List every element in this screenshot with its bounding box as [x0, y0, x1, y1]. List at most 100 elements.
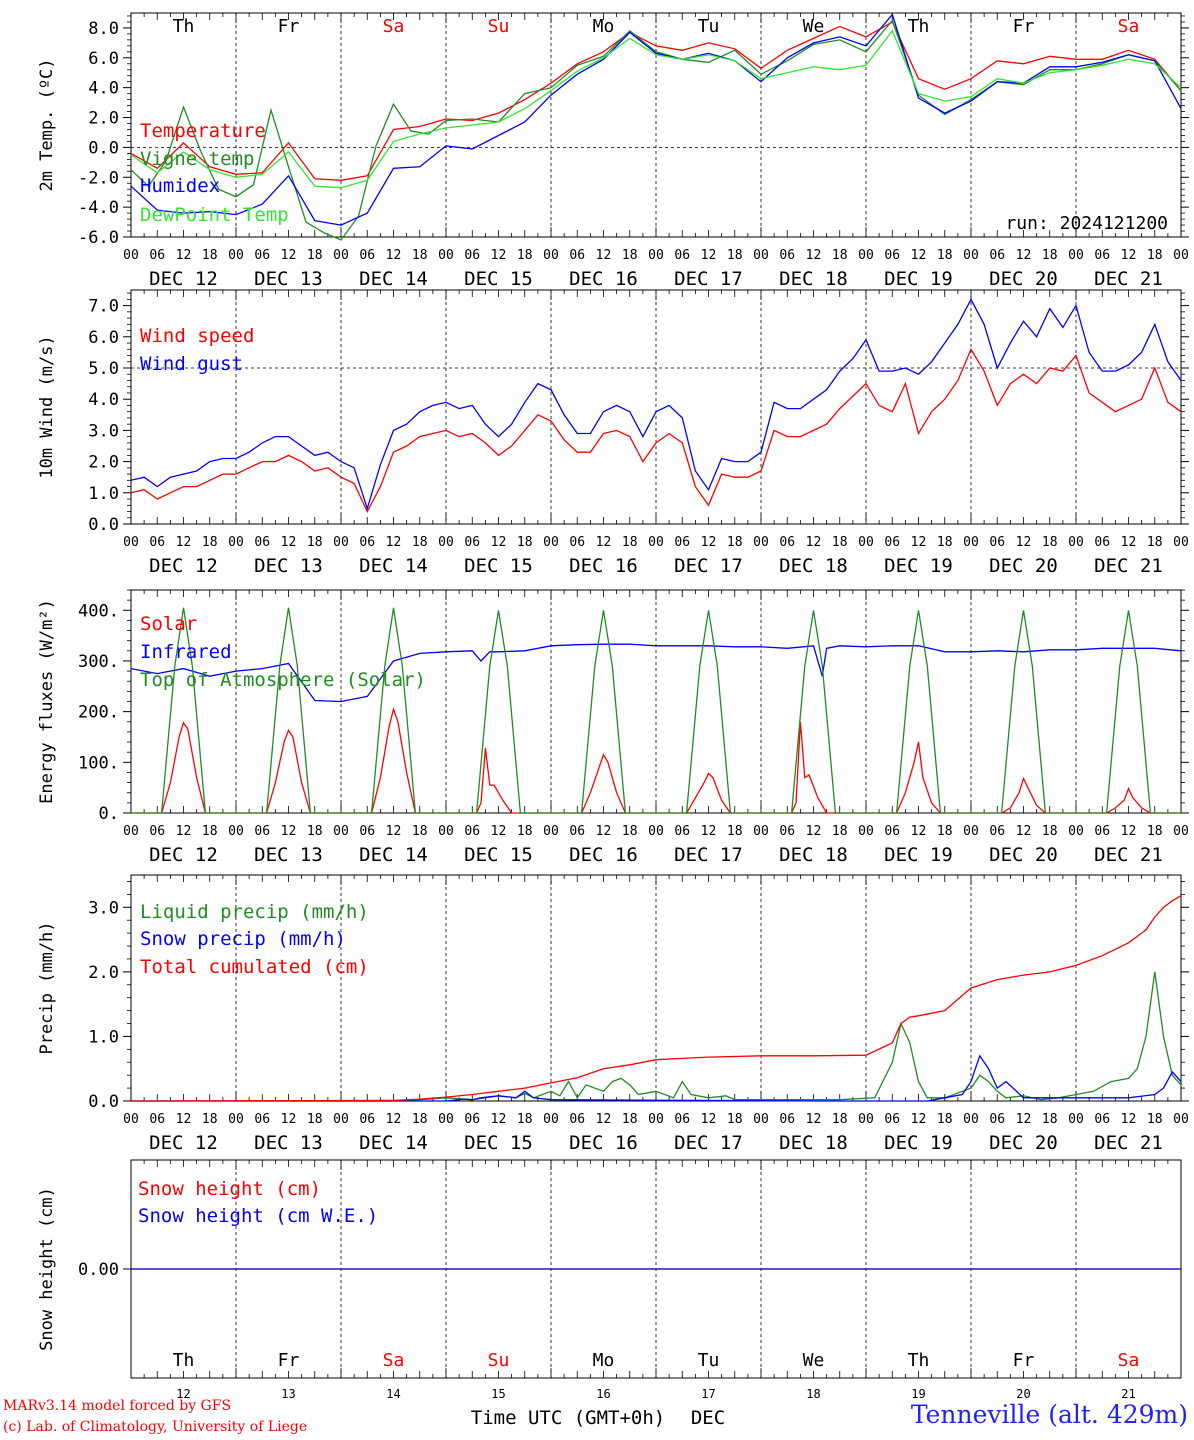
y-tick-label: 2.0	[88, 109, 119, 129]
date-label: DEC 21	[1094, 555, 1163, 577]
legend-entry: Infrared	[140, 641, 232, 663]
date-label: DEC 12	[149, 555, 218, 577]
date-label: DEC 17	[674, 268, 743, 290]
hour-tick-label: 00	[123, 824, 139, 839]
hour-tick-label: 18	[622, 248, 638, 263]
hour-tick-label: 06	[779, 824, 795, 839]
weekday-label: Su	[488, 1350, 510, 1371]
hour-tick-label: 00	[543, 824, 559, 839]
date-label: DEC 15	[464, 555, 533, 577]
hour-tick-label: 12	[596, 248, 612, 263]
y-tick-label: 0.	[99, 804, 119, 824]
day-number-label: 14	[386, 1387, 400, 1401]
hour-tick-label: 18	[727, 248, 743, 263]
hour-tick-label: 12	[386, 248, 402, 263]
weekday-label: We	[803, 16, 825, 37]
hour-tick-label: 00	[858, 1112, 874, 1127]
hour-tick-label: 18	[202, 248, 218, 263]
model-credit: MARv3.14 model forced by GFS	[3, 1398, 232, 1414]
hour-tick-label: 00	[543, 248, 559, 263]
hour-tick-label: 18	[937, 1112, 953, 1127]
hour-tick-label: 06	[149, 248, 165, 263]
hour-tick-label: 06	[674, 535, 690, 550]
weekday-label: We	[803, 1350, 825, 1371]
y-tick-label: 4.0	[88, 79, 119, 99]
series-line-snow-precip-mm-h-	[131, 1054, 1182, 1102]
date-label: DEC 13	[254, 555, 323, 577]
hour-tick-label: 06	[989, 248, 1005, 263]
y-tick-label: 3.0	[88, 898, 119, 918]
date-label: DEC 12	[149, 844, 218, 866]
hour-tick-label: 12	[806, 248, 822, 263]
hour-tick-label: 12	[1121, 824, 1137, 839]
legend-entry: Temperature	[140, 120, 266, 142]
hour-tick-label: 06	[1094, 824, 1110, 839]
series-line-humidex	[130, 13, 1182, 226]
hour-tick-label: 06	[674, 248, 690, 263]
hour-tick-label: 00	[963, 824, 979, 839]
weekday-label: Fr	[1013, 1350, 1035, 1371]
hour-tick-label: 00	[648, 1112, 664, 1127]
hour-tick-label: 12	[911, 535, 927, 550]
hour-tick-label: 00	[858, 248, 874, 263]
hour-tick-label: 18	[307, 1112, 323, 1127]
day-number-label: 19	[911, 1387, 925, 1401]
hour-tick-label: 18	[937, 824, 953, 839]
hour-tick-label: 06	[779, 535, 795, 550]
hour-tick-label: 18	[1042, 535, 1058, 550]
y-tick-label: 2.0	[88, 963, 119, 983]
hour-tick-label: 12	[701, 824, 717, 839]
hour-tick-label: 06	[569, 1112, 585, 1127]
day-number-label: 15	[491, 1387, 505, 1401]
hour-tick-label: 06	[464, 1112, 480, 1127]
weekday-label: Th	[908, 16, 930, 37]
weekday-label: Sa	[1118, 16, 1140, 37]
day-number-label: 12	[176, 1387, 190, 1401]
hour-tick-label: 12	[176, 1112, 192, 1127]
hour-tick-label: 00	[1068, 1112, 1084, 1127]
hour-tick-label: 06	[569, 535, 585, 550]
hour-tick-label: 12	[386, 1112, 402, 1127]
hour-tick-label: 06	[674, 824, 690, 839]
legend-entry: Snow precip (mm/h)	[140, 928, 346, 950]
hour-tick-label: 18	[1042, 824, 1058, 839]
hour-tick-label: 06	[254, 824, 270, 839]
hour-tick-label: 12	[491, 535, 507, 550]
series-line-total-cumulated-cm-	[130, 895, 1182, 1102]
date-label: DEC 17	[674, 555, 743, 577]
legend-entry: Solar	[140, 613, 197, 635]
hour-tick-label: 06	[464, 535, 480, 550]
hour-tick-label: 00	[753, 1112, 769, 1127]
hour-tick-label: 06	[569, 824, 585, 839]
hour-tick-label: 12	[491, 1112, 507, 1127]
hour-tick-label: 00	[228, 824, 244, 839]
hour-tick-label: 18	[937, 535, 953, 550]
hour-tick-label: 06	[254, 1112, 270, 1127]
weekday-label: Fr	[278, 1350, 300, 1371]
weekday-label: Fr	[278, 16, 300, 37]
hour-tick-label: 12	[1121, 248, 1137, 263]
hour-tick-label: 12	[701, 535, 717, 550]
weekday-label: Fr	[1013, 16, 1035, 37]
date-label: DEC 19	[884, 1132, 953, 1154]
date-label: DEC 13	[254, 1132, 323, 1154]
series-line-temperature	[130, 21, 1182, 181]
hour-tick-label: 00	[1173, 1112, 1189, 1127]
hour-tick-label: 06	[779, 248, 795, 263]
panel-5: 0.00 Snow height (cm) Snow height (cm) Snow…	[37, 1159, 1182, 1429]
hour-tick-label: 06	[989, 824, 1005, 839]
y-axis-label: 10m Wind (m/s)	[37, 335, 57, 478]
hour-tick-label: 06	[989, 535, 1005, 550]
hour-tick-label: 18	[832, 824, 848, 839]
hour-tick-label: 12	[806, 535, 822, 550]
hour-tick-label: 18	[622, 535, 638, 550]
weekday-label: Th	[908, 1350, 930, 1371]
hour-tick-label: 12	[806, 824, 822, 839]
hour-tick-label: 00	[438, 248, 454, 263]
hour-tick-label: 06	[884, 248, 900, 263]
day-number-label: 21	[1121, 1387, 1135, 1401]
hour-tick-label: 06	[569, 248, 585, 263]
hour-tick-label: 12	[911, 824, 927, 839]
weekday-label: Th	[173, 16, 195, 37]
series-line-wind-speed	[130, 347, 1182, 513]
